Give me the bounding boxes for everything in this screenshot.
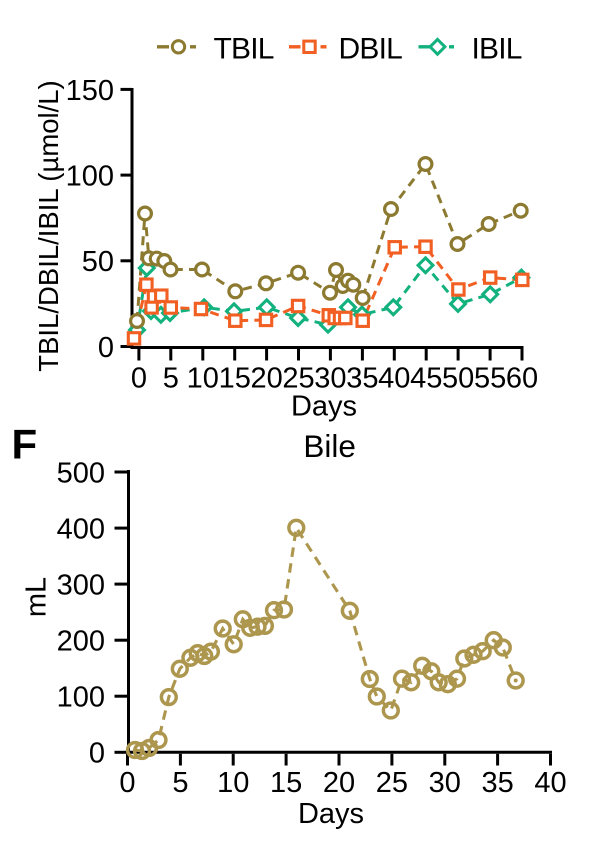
- svg-text:35: 35: [481, 767, 513, 799]
- svg-text:Days: Days: [291, 391, 357, 423]
- svg-text:200: 200: [57, 626, 105, 658]
- svg-text:100: 100: [57, 682, 105, 714]
- svg-text:5: 5: [172, 767, 188, 799]
- svg-text:25: 25: [282, 363, 314, 395]
- svg-text:0: 0: [98, 332, 114, 364]
- svg-text:0: 0: [89, 738, 105, 770]
- svg-text:Bile: Bile: [303, 428, 356, 464]
- svg-text:10: 10: [217, 767, 249, 799]
- svg-text:500: 500: [57, 457, 105, 489]
- svg-text:20: 20: [250, 363, 282, 395]
- svg-text:F: F: [12, 421, 38, 468]
- svg-text:50: 50: [82, 246, 114, 278]
- svg-text:IBIL: IBIL: [472, 33, 522, 66]
- svg-text:35: 35: [346, 363, 378, 395]
- svg-text:40: 40: [534, 767, 566, 799]
- svg-text:30: 30: [429, 767, 461, 799]
- svg-text:60: 60: [506, 363, 538, 395]
- svg-text:15: 15: [270, 767, 302, 799]
- svg-text:45: 45: [410, 363, 442, 395]
- svg-text:100: 100: [66, 161, 114, 193]
- svg-text:TBIL: TBIL: [214, 33, 274, 66]
- svg-text:10: 10: [187, 363, 219, 395]
- svg-text:DBIL: DBIL: [339, 33, 403, 66]
- svg-text:Days: Days: [298, 798, 364, 830]
- svg-text:TBIL/DBIL/IBIL (µmol/L): TBIL/DBIL/IBIL (µmol/L): [33, 80, 64, 371]
- svg-text:25: 25: [376, 767, 408, 799]
- svg-text:20: 20: [323, 767, 355, 799]
- svg-text:150: 150: [66, 75, 114, 107]
- svg-text:30: 30: [314, 363, 346, 395]
- svg-text:5: 5: [163, 363, 179, 395]
- svg-text:mL: mL: [21, 577, 53, 617]
- svg-text:300: 300: [57, 570, 105, 602]
- svg-text:15: 15: [219, 363, 251, 395]
- svg-text:40: 40: [378, 363, 410, 395]
- svg-text:400: 400: [57, 514, 105, 546]
- svg-text:0: 0: [119, 767, 135, 799]
- svg-text:0: 0: [131, 363, 147, 395]
- svg-text:55: 55: [474, 363, 506, 395]
- svg-text:50: 50: [442, 363, 474, 395]
